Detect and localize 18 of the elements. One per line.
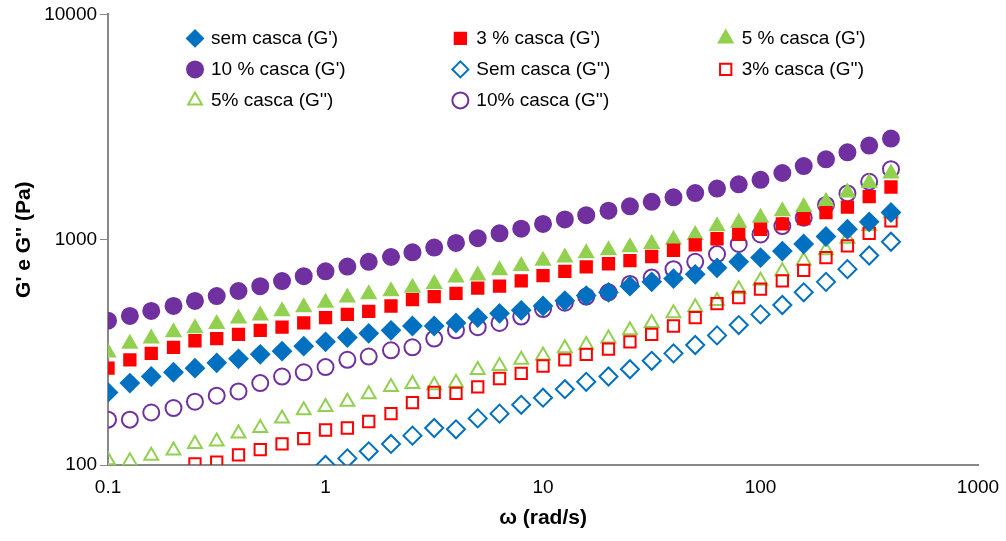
legend-label: sem casca (G') — [211, 26, 339, 48]
y-axis-title: G' e G'' (Pa) — [11, 181, 35, 298]
x-tick-label: 1 — [320, 475, 331, 497]
legend-label: 10% casca (G'') — [476, 88, 610, 110]
legend-label: 5% casca (G'') — [211, 88, 334, 110]
y-tick-label: 100 — [65, 453, 98, 475]
legend-label: Sem casca (G'') — [476, 57, 611, 79]
y-tick-label: 10000 — [44, 2, 98, 24]
x-tick-label: 1000 — [956, 475, 1000, 497]
legend-label: 3% casca (G'') — [741, 57, 865, 79]
x-tick-label: 0.1 — [94, 475, 122, 497]
legend-label: 5 % casca (G') — [741, 26, 866, 48]
legend-label: 3 % casca (G') — [476, 26, 601, 48]
x-axis-title: ω (rad/s) — [499, 505, 587, 529]
legend-label: 10 % casca (G') — [211, 57, 346, 79]
x-tick-label: 100 — [744, 475, 777, 497]
x-tick-label: 10 — [532, 475, 554, 497]
y-tick-label: 1000 — [54, 227, 98, 249]
